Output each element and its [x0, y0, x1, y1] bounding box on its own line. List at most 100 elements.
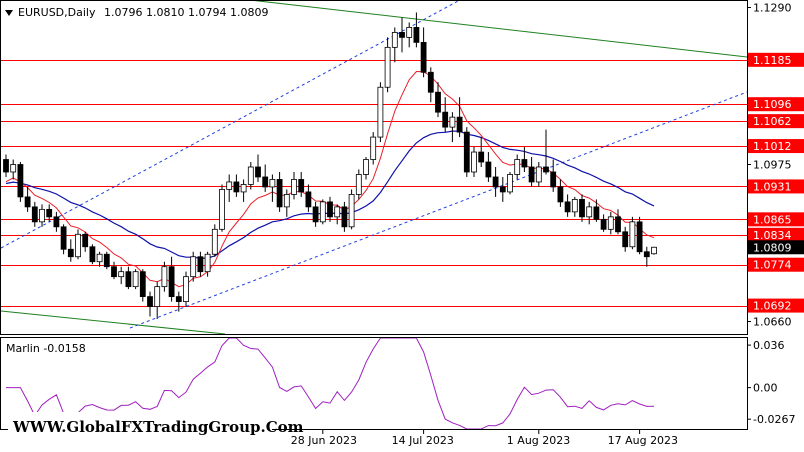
candle-7	[53, 211, 60, 232]
candle-body-49	[355, 174, 362, 195]
candle-57	[413, 12, 420, 48]
candle-body-63	[456, 116, 463, 133]
watermark-group: WWW.GlobalFXTradingGroup.Com	[8, 412, 304, 440]
candle-body-10	[75, 233, 81, 258]
candle-46	[334, 204, 341, 225]
candle-82	[593, 199, 600, 222]
candle-body-80	[579, 199, 585, 218]
candle-75	[543, 129, 549, 175]
candle-18	[132, 269, 139, 290]
candle-body-90	[651, 246, 657, 255]
candle-body-36	[262, 176, 269, 188]
candle-43	[312, 201, 319, 227]
candle-31	[226, 174, 233, 202]
candle-body-19	[139, 271, 146, 298]
green-trendlines	[0, 0, 748, 335]
candle-body-45	[327, 201, 333, 218]
candle-body-18	[132, 271, 139, 288]
candle-35	[255, 154, 261, 182]
candle-53	[384, 37, 391, 93]
candle-body-40	[291, 179, 297, 195]
candle-body-34	[247, 166, 254, 185]
candle-body-29	[211, 228, 218, 255]
osc-tick-label-1: 0.00	[753, 382, 778, 395]
candle-81	[586, 201, 593, 225]
candle-body-23	[168, 266, 175, 298]
candle-0	[3, 154, 9, 177]
candle-62	[449, 112, 456, 143]
marlin-oscillator-line	[6, 337, 655, 430]
candle-42	[305, 184, 312, 212]
candle-2	[17, 162, 24, 202]
level-price-label-4: 1.1012	[753, 140, 792, 153]
dropdown-triangle-icon[interactable]	[5, 10, 13, 16]
candle-body-12	[89, 246, 96, 263]
level-price-tag-1	[748, 52, 804, 67]
candle-body-72	[521, 159, 528, 168]
candle-body-43	[312, 206, 319, 223]
candle-54	[391, 27, 398, 63]
candle-13	[96, 251, 103, 267]
chart-header: EURUSD,Daily 1.0796 1.0810 1.0794 1.0809…	[5, 6, 268, 355]
level-price-label-6: 1.0931	[753, 180, 792, 193]
candle-90	[651, 246, 657, 255]
candle-44	[319, 199, 326, 225]
candle-72	[521, 147, 528, 172]
candle-body-1	[10, 164, 17, 173]
candle-body-73	[528, 166, 535, 183]
candle-51	[370, 132, 377, 165]
candle-69	[499, 176, 506, 202]
candle-27	[197, 251, 204, 277]
candle-88	[636, 216, 643, 255]
level-price-label-1: 1.1185	[753, 54, 792, 67]
osc-tick-label-0: 0.036	[753, 339, 785, 352]
candle-body-51	[370, 136, 377, 160]
candle-body-76	[550, 171, 557, 188]
candle-body-30	[219, 189, 225, 230]
candle-70	[507, 171, 513, 195]
price-axis: 1.1290 1.1185 1.1096 1.1062 1.1012 1.0975 1.09…	[747, 1, 804, 329]
symbol-timeframe: EURUSD,Daily	[18, 6, 96, 19]
candle-body-20	[147, 296, 153, 307]
candle-body-53	[384, 46, 391, 88]
level-price-tag-11	[748, 298, 804, 313]
level-price-label-8: 1.0834	[753, 229, 792, 242]
candle-22	[161, 261, 168, 292]
candle-8	[60, 224, 67, 255]
level-price-label-2: 1.1096	[753, 98, 792, 111]
candle-body-13	[96, 253, 103, 263]
candle-body-28	[204, 253, 211, 273]
candle-body-77	[557, 186, 564, 203]
candle-28	[204, 251, 211, 277]
x-tick-label-1: 14 Jul 2023	[392, 434, 454, 447]
candle-body-32	[233, 181, 240, 193]
candle-24	[175, 291, 182, 312]
candle-12	[89, 244, 96, 265]
level-price-label-11: 1.0692	[753, 300, 792, 313]
oscillator-panel: 0.036 0.00 -0.0267	[6, 337, 795, 430]
candle-1	[10, 159, 17, 180]
candle-body-88	[636, 221, 643, 253]
candle-body-60	[435, 91, 441, 113]
candle-body-25	[183, 276, 189, 302]
candle-6	[46, 204, 53, 222]
candle-10	[75, 229, 81, 260]
candle-body-35	[255, 166, 261, 178]
candle-86	[622, 226, 629, 252]
candle-body-6	[46, 208, 53, 218]
indicator-label: Marlin -0.0158	[6, 342, 86, 355]
candle-body-86	[622, 231, 629, 248]
candle-body-37	[269, 179, 276, 188]
candle-body-55	[399, 32, 405, 38]
candle-76	[550, 159, 557, 192]
candle-23	[168, 256, 175, 302]
candle-body-79	[571, 199, 578, 213]
candle-39	[283, 189, 290, 217]
candle-body-58	[420, 41, 427, 73]
level-price-tag-7	[748, 212, 804, 227]
candle-body-82	[593, 206, 600, 220]
candle-80	[579, 194, 585, 222]
candle-body-65	[471, 151, 477, 173]
candle-30	[219, 184, 225, 232]
candle-body-54	[391, 32, 398, 48]
